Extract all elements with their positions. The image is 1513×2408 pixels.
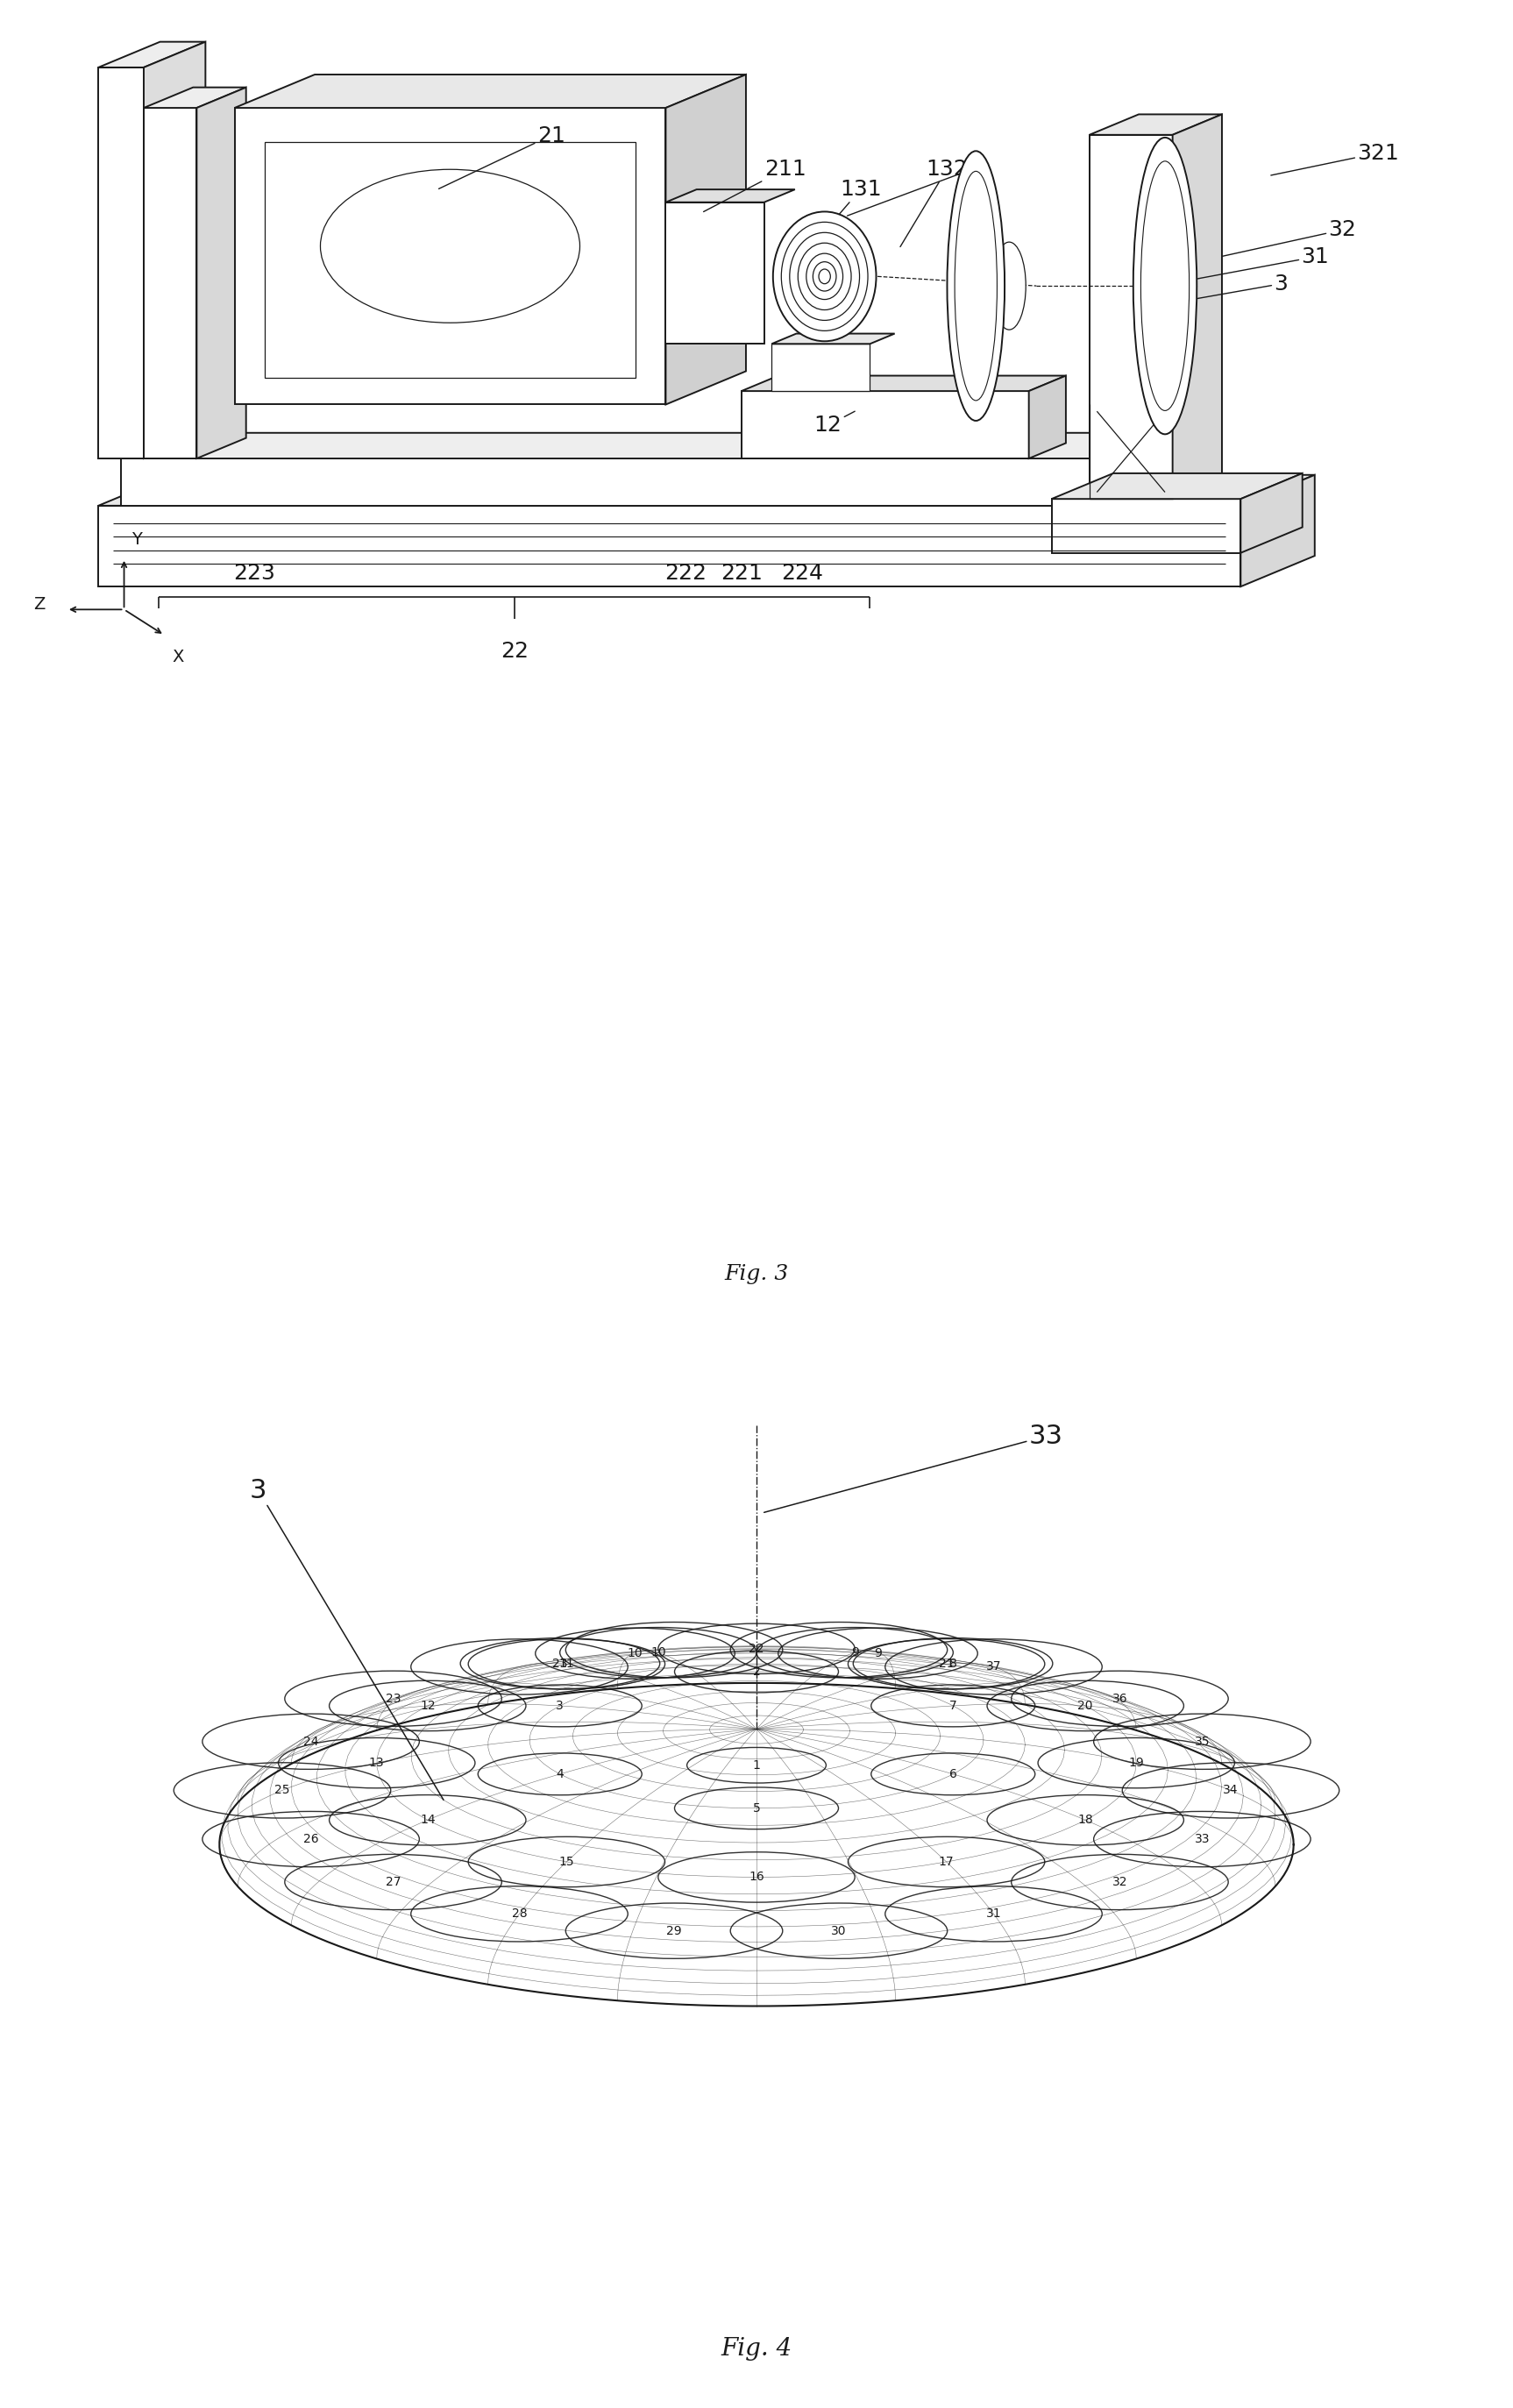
- Polygon shape: [1029, 376, 1065, 458]
- Text: 131: 131: [817, 178, 882, 241]
- Text: 32: 32: [1112, 1876, 1127, 1888]
- Polygon shape: [98, 67, 144, 458]
- Polygon shape: [144, 87, 247, 108]
- Text: 31: 31: [986, 1907, 1002, 1919]
- Ellipse shape: [993, 243, 1026, 330]
- Polygon shape: [741, 376, 1065, 390]
- Text: 321: 321: [1271, 142, 1400, 176]
- Text: 33: 33: [764, 1423, 1064, 1512]
- Text: X: X: [172, 648, 183, 665]
- Text: 14: 14: [421, 1813, 436, 1825]
- Text: 26: 26: [303, 1832, 319, 1845]
- Text: 31: 31: [1195, 246, 1328, 279]
- Text: 19: 19: [1129, 1758, 1144, 1770]
- Ellipse shape: [1133, 137, 1197, 433]
- Text: 27: 27: [386, 1876, 401, 1888]
- Polygon shape: [98, 41, 206, 67]
- Text: 221: 221: [720, 563, 763, 583]
- Ellipse shape: [773, 212, 876, 342]
- Polygon shape: [1120, 433, 1182, 506]
- Text: 6: 6: [949, 1767, 958, 1780]
- Text: 22: 22: [749, 1642, 764, 1654]
- Text: 22: 22: [501, 641, 528, 662]
- Polygon shape: [98, 474, 1315, 506]
- Text: 21: 21: [439, 125, 564, 188]
- Text: 13: 13: [369, 1758, 384, 1770]
- Text: 17: 17: [938, 1857, 955, 1869]
- Text: 15: 15: [558, 1857, 575, 1869]
- Text: 11: 11: [558, 1657, 575, 1671]
- Text: 9: 9: [875, 1647, 882, 1659]
- Text: 222: 222: [664, 563, 707, 583]
- Text: 24: 24: [303, 1736, 319, 1748]
- Text: 2: 2: [752, 1666, 761, 1678]
- Polygon shape: [235, 108, 666, 405]
- Ellipse shape: [947, 152, 1005, 421]
- Text: 3: 3: [1170, 272, 1288, 303]
- Polygon shape: [666, 190, 794, 202]
- Text: 132: 132: [900, 159, 968, 246]
- Text: 12: 12: [421, 1700, 436, 1712]
- Text: 1: 1: [847, 159, 979, 217]
- Text: 28: 28: [511, 1907, 527, 1919]
- Text: 211: 211: [704, 159, 806, 212]
- Text: 34: 34: [1223, 1784, 1239, 1796]
- Text: 10: 10: [628, 1647, 643, 1659]
- Polygon shape: [1173, 113, 1223, 513]
- Polygon shape: [98, 506, 1241, 588]
- Text: 3: 3: [557, 1700, 564, 1712]
- Text: 7: 7: [949, 1700, 956, 1712]
- Text: 30: 30: [831, 1924, 846, 1936]
- Polygon shape: [666, 202, 764, 344]
- Text: 32: 32: [1223, 219, 1356, 255]
- Text: 8: 8: [949, 1657, 956, 1669]
- Polygon shape: [666, 75, 746, 405]
- Text: 23: 23: [386, 1693, 401, 1705]
- Text: 21: 21: [938, 1657, 955, 1671]
- Text: 16: 16: [749, 1871, 764, 1883]
- Text: 20: 20: [1077, 1700, 1092, 1712]
- Text: 33: 33: [1194, 1832, 1210, 1845]
- Text: 5: 5: [752, 1801, 761, 1813]
- Text: Y: Y: [132, 530, 142, 547]
- Polygon shape: [1241, 474, 1303, 554]
- Text: 223: 223: [233, 563, 275, 583]
- Text: 25: 25: [274, 1784, 290, 1796]
- Text: Fig. 4: Fig. 4: [720, 2336, 793, 2360]
- Polygon shape: [741, 390, 1029, 458]
- Text: 35: 35: [1194, 1736, 1210, 1748]
- Text: 29: 29: [666, 1924, 682, 1936]
- Text: 12: 12: [814, 412, 855, 436]
- Polygon shape: [144, 108, 197, 458]
- Polygon shape: [1241, 474, 1315, 588]
- Text: 18: 18: [1077, 1813, 1094, 1825]
- Polygon shape: [772, 335, 894, 344]
- Polygon shape: [235, 75, 746, 108]
- Polygon shape: [1052, 498, 1241, 554]
- Polygon shape: [121, 458, 1120, 506]
- Text: 3: 3: [250, 1479, 443, 1801]
- Polygon shape: [1052, 474, 1303, 498]
- Polygon shape: [265, 142, 635, 378]
- Polygon shape: [121, 433, 1182, 458]
- Polygon shape: [1089, 135, 1173, 513]
- Text: 1: 1: [752, 1760, 761, 1772]
- Text: 36: 36: [1112, 1693, 1127, 1705]
- Text: 10: 10: [651, 1647, 666, 1659]
- Text: 9: 9: [850, 1647, 859, 1659]
- Polygon shape: [144, 41, 206, 458]
- Polygon shape: [772, 344, 870, 390]
- Text: 37: 37: [986, 1662, 1002, 1674]
- Text: Z: Z: [33, 595, 45, 612]
- Text: Fig. 3: Fig. 3: [725, 1264, 788, 1283]
- Text: 23: 23: [552, 1657, 567, 1669]
- Text: 4: 4: [557, 1767, 564, 1780]
- Polygon shape: [197, 87, 247, 458]
- Polygon shape: [1089, 113, 1223, 135]
- Text: 224: 224: [781, 563, 823, 583]
